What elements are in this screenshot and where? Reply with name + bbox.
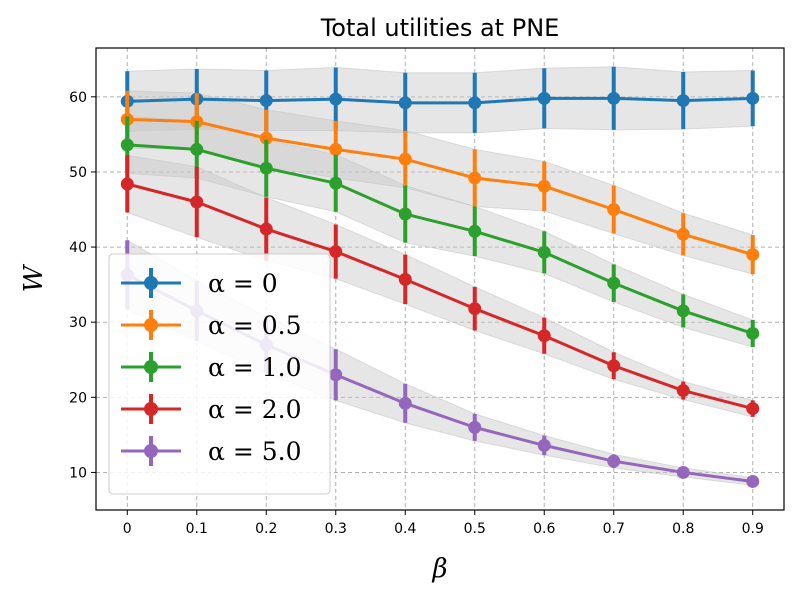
data-point bbox=[746, 402, 760, 416]
y-tick-label: 20 bbox=[69, 390, 87, 406]
data-point bbox=[537, 329, 551, 343]
legend-label: α = 0.5 bbox=[208, 311, 301, 340]
data-point bbox=[607, 91, 621, 105]
data-point bbox=[746, 91, 760, 105]
x-tick-label: 0.4 bbox=[394, 521, 416, 537]
legend-label: α = 2.0 bbox=[208, 395, 301, 424]
series bbox=[120, 116, 760, 347]
data-point bbox=[329, 176, 343, 190]
series bbox=[120, 155, 760, 417]
legend-marker bbox=[144, 402, 158, 416]
data-point bbox=[190, 195, 204, 209]
data-point bbox=[537, 438, 551, 452]
data-point bbox=[537, 91, 551, 105]
legend-marker bbox=[144, 318, 158, 332]
legend-marker bbox=[144, 276, 158, 290]
data-point bbox=[398, 272, 412, 286]
x-tick-label: 0.1 bbox=[186, 521, 208, 537]
data-point bbox=[537, 179, 551, 193]
data-point bbox=[259, 131, 273, 145]
data-point bbox=[607, 276, 621, 290]
data-point bbox=[468, 302, 482, 316]
x-axis-label: β bbox=[431, 554, 447, 584]
x-tick-label: 0.3 bbox=[325, 521, 347, 537]
data-point bbox=[329, 142, 343, 156]
data-point bbox=[120, 138, 134, 152]
data-point bbox=[746, 474, 760, 488]
y-tick-label: 30 bbox=[69, 315, 87, 331]
x-tick-label: 0.8 bbox=[672, 521, 694, 537]
data-point bbox=[120, 177, 134, 191]
data-point bbox=[259, 222, 273, 236]
data-point bbox=[329, 245, 343, 259]
series-line bbox=[127, 117, 754, 257]
x-tick-label: 0.7 bbox=[603, 521, 625, 537]
data-point bbox=[676, 384, 690, 398]
data-point bbox=[259, 161, 273, 175]
data-point bbox=[190, 142, 204, 156]
x-tick-label: 0.9 bbox=[742, 521, 764, 537]
data-point bbox=[398, 152, 412, 166]
series-line bbox=[127, 96, 753, 105]
data-point bbox=[259, 94, 273, 108]
data-point bbox=[746, 326, 760, 340]
y-tick-label: 40 bbox=[69, 240, 87, 256]
data-point bbox=[468, 420, 482, 434]
y-tick-label: 50 bbox=[69, 165, 87, 181]
plot-frame bbox=[95, 47, 785, 511]
series-line bbox=[126, 182, 754, 411]
x-tick-label: 0.6 bbox=[533, 521, 555, 537]
data-point bbox=[329, 92, 343, 106]
data-point bbox=[398, 207, 412, 221]
series bbox=[120, 66, 760, 133]
legend-marker bbox=[144, 360, 158, 374]
legend-entry: α = 5.0 bbox=[121, 436, 301, 466]
data-point bbox=[468, 96, 482, 110]
legend-label: α = 0 bbox=[208, 269, 278, 298]
data-point bbox=[746, 248, 760, 262]
data-point bbox=[398, 96, 412, 110]
data-point bbox=[468, 171, 482, 185]
x-tick-label: 0 bbox=[123, 521, 132, 537]
data-point bbox=[676, 304, 690, 318]
legend-marker bbox=[144, 444, 158, 458]
data-point bbox=[676, 94, 690, 108]
data-point bbox=[537, 245, 551, 259]
legend-entry: α = 1.0 bbox=[121, 352, 301, 382]
legend-entry: α = 0 bbox=[121, 268, 278, 298]
data-point bbox=[676, 465, 690, 479]
x-tick-label: 0.2 bbox=[255, 521, 277, 537]
data-point bbox=[607, 203, 621, 217]
data-point bbox=[398, 396, 412, 410]
data-point bbox=[676, 227, 690, 241]
chart-title: Total utilities at PNE bbox=[320, 14, 560, 42]
x-tick-label: 0.5 bbox=[464, 521, 486, 537]
data-point bbox=[607, 454, 621, 468]
y-tick-label: 10 bbox=[69, 465, 87, 481]
legend-label: α = 1.0 bbox=[208, 353, 301, 382]
series-line bbox=[127, 143, 754, 335]
series-layer bbox=[120, 66, 760, 488]
legend-entry: α = 0.5 bbox=[121, 310, 301, 340]
y-tick-label: 60 bbox=[69, 90, 87, 106]
legend-label: α = 5.0 bbox=[208, 437, 301, 466]
legend-entry: α = 2.0 bbox=[121, 394, 301, 424]
data-point bbox=[468, 224, 482, 238]
axis-ticks: 0 0.1 0.2 0.3 0.4 0.5 0.6 0.7 0.8 0.9 10 20 30 40 50 60 bbox=[69, 90, 764, 537]
data-point bbox=[329, 368, 343, 382]
y-axis-label: W bbox=[19, 263, 49, 292]
data-point bbox=[607, 359, 621, 373]
legend: α = 0 α = 0.5 α = 1.0 α = 2.0 α = 5.0 bbox=[108, 253, 331, 495]
legend-box bbox=[108, 253, 331, 495]
